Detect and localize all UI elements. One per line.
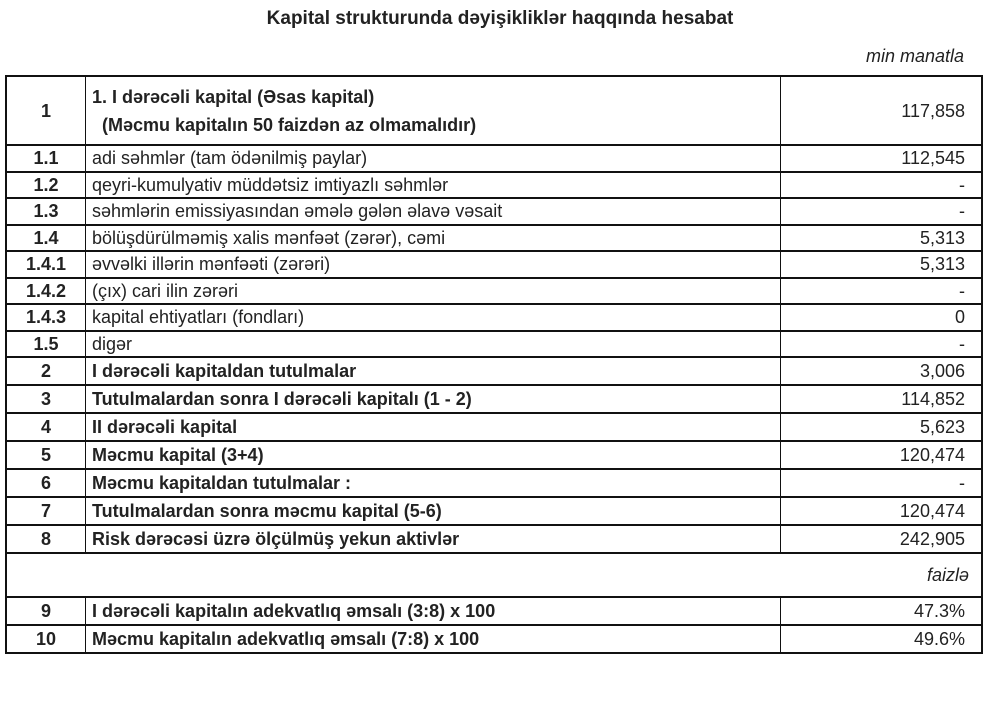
row-label: bölüşdürülməmiş xalis mənfəət (zərər), c…	[85, 224, 781, 252]
row-value: 47.3%	[780, 596, 983, 626]
row-label: I dərəcəli kapitaldan tutulmalar	[85, 356, 781, 386]
row-number: 4	[5, 412, 86, 442]
row-label: səhmlərin emissiyasından əmələ gələn əla…	[85, 197, 781, 226]
table-row: 1.3 səhmlərin emissiyasından əmələ gələn …	[5, 197, 983, 226]
row-number: 9	[5, 596, 86, 626]
row-label: II dərəcəli kapital	[85, 412, 781, 442]
unit-label: min manatla	[865, 46, 964, 66]
row-number: 1.3	[5, 197, 86, 226]
row-label: 1. I dərəcəli kapital (Əsas kapital) (Məc…	[85, 75, 781, 146]
row-number: 3	[5, 384, 86, 414]
row-label: Tutulmalardan sonra I dərəcəli kapitalı …	[85, 384, 781, 414]
row-value: 112,545	[780, 144, 983, 173]
table-row: 1 1. I dərəcəli kapital (Əsas kapital) (Mə…	[5, 75, 983, 146]
row-value: 114,852	[780, 384, 983, 414]
table-row: 3 Tutulmalardan sonra I dərəcəli kapitalı…	[5, 384, 983, 414]
table-row: 4 II dərəcəli kapital 5,623	[5, 412, 983, 442]
table-row: 5 Məcmu kapital (3+4) 120,474	[5, 440, 983, 470]
row-number: 1.2	[5, 171, 86, 199]
row-number: 7	[5, 496, 86, 526]
table-row: 8 Risk dərəcəsi üzrə ölçülmüş yekun aktiv…	[5, 524, 983, 554]
row-value: 0	[780, 303, 983, 332]
row-value: 120,474	[780, 440, 983, 470]
row-label: qeyri-kumulyativ müddətsiz imtiyazlı səh…	[85, 171, 781, 199]
row-number: 1.4.3	[5, 303, 86, 332]
row-number: 6	[5, 468, 86, 498]
row-value: 5,313	[780, 224, 983, 252]
percent-unit-row: faizlə	[5, 552, 983, 598]
table-row: 1.5 digər -	[5, 330, 983, 358]
table-row: 1.4 bölüşdürülməmiş xalis mənfəət (zərər)…	[5, 224, 983, 252]
row-value: -	[780, 277, 983, 305]
row-label: Məcmu kapital (3+4)	[85, 440, 781, 470]
row-label: kapital ehtiyatları (fondları)	[85, 303, 781, 332]
percent-unit-label: faizlə	[5, 552, 983, 598]
row-value: 117,858	[780, 75, 983, 146]
table-row: 1.4.3 kapital ehtiyatları (fondları) 0	[5, 303, 983, 332]
row-value: 5,623	[780, 412, 983, 442]
row-value: -	[780, 171, 983, 199]
row-value: -	[780, 468, 983, 498]
row-label: Məcmu kapitalın adekvatlıq əmsalı (7:8) …	[85, 624, 781, 654]
row-number: 10	[5, 624, 86, 654]
row-label-line2: (Məcmu kapitalın 50 faizdən az olmamalıd…	[102, 114, 477, 135]
row-label: digər	[85, 330, 781, 358]
report-title: Kapital strukturunda dəyişikliklər haqqı…	[266, 8, 734, 29]
table-row: 1.2 qeyri-kumulyativ müddətsiz imtiyazlı …	[5, 171, 983, 199]
row-value: 3,006	[780, 356, 983, 386]
row-number: 1.4.1	[5, 250, 86, 279]
row-label: (çıx) cari ilin zərəri	[85, 277, 781, 305]
table-row: 1.1 adi səhmlər (tam ödənilmiş paylar) 112…	[5, 144, 983, 173]
row-value: 5,313	[780, 250, 983, 279]
row-number: 1.5	[5, 330, 86, 358]
row-value: -	[780, 330, 983, 358]
row-number: 1.1	[5, 144, 86, 173]
row-value: -	[780, 197, 983, 226]
row-label: I dərəcəli kapitalın adekvatlıq əmsalı (…	[85, 596, 781, 626]
row-label: Tutulmalardan sonra məcmu kapital (5-6)	[85, 496, 781, 526]
row-number: 2	[5, 356, 86, 386]
row-number: 1	[5, 75, 86, 146]
table-row: 1.4.1 əvvəlki illərin mənfəəti (zərəri) 5,…	[5, 250, 983, 279]
row-number: 1.4.2	[5, 277, 86, 305]
capital-structure-table: 1 1. I dərəcəli kapital (Əsas kapital) (Mə…	[5, 75, 983, 654]
row-value: 120,474	[780, 496, 983, 526]
row-value: 242,905	[780, 524, 983, 554]
table-row: 6 Məcmu kapitaldan tutulmalar :-	[5, 468, 983, 498]
row-label: əvvəlki illərin mənfəəti (zərəri)	[85, 250, 781, 279]
row-number: 5	[5, 440, 86, 470]
row-number: 8	[5, 524, 86, 554]
row-label: Məcmu kapitaldan tutulmalar :	[85, 468, 781, 498]
row-label: Risk dərəcəsi üzrə ölçülmüş yekun aktivl…	[85, 524, 781, 554]
row-number: 1.4	[5, 224, 86, 252]
row-value: 49.6%	[780, 624, 983, 654]
table-row: 1.4.2 (çıx) cari ilin zərəri -	[5, 277, 983, 305]
row-label-line1: 1. I dərəcəli kapital (Əsas kapital)	[92, 86, 375, 107]
row-label: adi səhmlər (tam ödənilmiş paylar)	[85, 144, 781, 173]
table-row: 10 Məcmu kapitalın adekvatlıq əmsalı (7:8…	[5, 624, 983, 654]
table-row: 7 Tutulmalardan sonra məcmu kapital (5-6)…	[5, 496, 983, 526]
